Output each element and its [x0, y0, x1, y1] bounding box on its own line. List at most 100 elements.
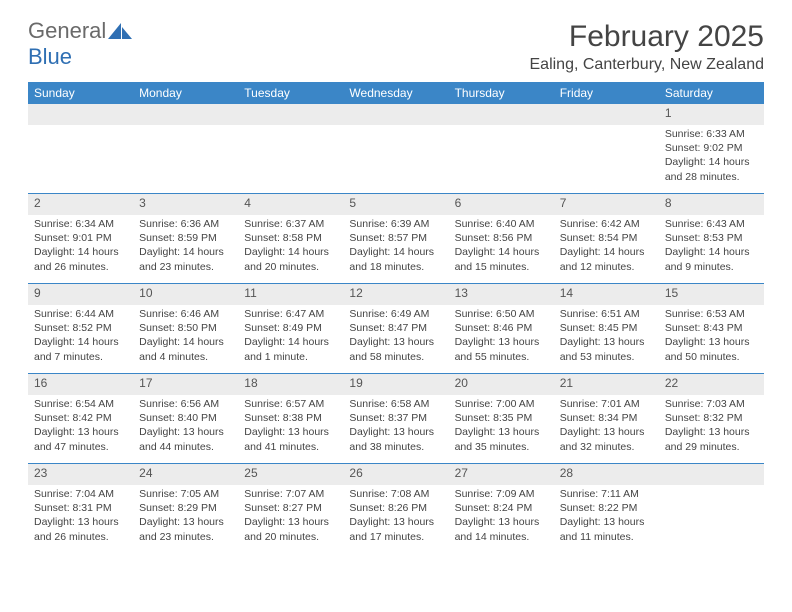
daylight-text: Daylight: 14 hours and 23 minutes.: [139, 245, 232, 273]
daylight-text: Daylight: 13 hours and 29 minutes.: [665, 425, 758, 453]
sunrise-text: Sunrise: 6:49 AM: [349, 307, 442, 321]
daylight-text: Daylight: 13 hours and 50 minutes.: [665, 335, 758, 363]
sunset-text: Sunset: 9:01 PM: [34, 231, 127, 245]
daylight-text: Daylight: 13 hours and 44 minutes.: [139, 425, 232, 453]
weekday-header: Monday: [133, 82, 238, 104]
daylight-text: Daylight: 14 hours and 20 minutes.: [244, 245, 337, 273]
day-details-cell: Sunrise: 6:49 AMSunset: 8:47 PMDaylight:…: [343, 305, 448, 374]
daylight-text: Daylight: 13 hours and 55 minutes.: [455, 335, 548, 363]
sunset-text: Sunset: 8:49 PM: [244, 321, 337, 335]
day-details-cell: Sunrise: 6:36 AMSunset: 8:59 PMDaylight:…: [133, 215, 238, 284]
daylight-text: Daylight: 14 hours and 1 minute.: [244, 335, 337, 363]
day-number-cell: [343, 104, 448, 125]
day-number-cell: 13: [449, 284, 554, 305]
day-details-row: Sunrise: 6:54 AMSunset: 8:42 PMDaylight:…: [28, 395, 764, 464]
weekday-header: Wednesday: [343, 82, 448, 104]
sunset-text: Sunset: 8:56 PM: [455, 231, 548, 245]
day-number-row: 232425262728: [28, 464, 764, 485]
sunrise-text: Sunrise: 6:46 AM: [139, 307, 232, 321]
daylight-text: Daylight: 13 hours and 38 minutes.: [349, 425, 442, 453]
day-details-cell: Sunrise: 6:43 AMSunset: 8:53 PMDaylight:…: [659, 215, 764, 284]
day-details-cell: Sunrise: 7:00 AMSunset: 8:35 PMDaylight:…: [449, 395, 554, 464]
sunset-text: Sunset: 8:54 PM: [560, 231, 653, 245]
sunrise-text: Sunrise: 6:42 AM: [560, 217, 653, 231]
sunset-text: Sunset: 9:02 PM: [665, 141, 758, 155]
sunset-text: Sunset: 8:31 PM: [34, 501, 127, 515]
sunrise-text: Sunrise: 7:09 AM: [455, 487, 548, 501]
weekday-header: Saturday: [659, 82, 764, 104]
day-number-cell: 7: [554, 194, 659, 215]
day-number-cell: 2: [28, 194, 133, 215]
sunset-text: Sunset: 8:45 PM: [560, 321, 653, 335]
location-text: Ealing, Canterbury, New Zealand: [530, 56, 765, 74]
sunset-text: Sunset: 8:34 PM: [560, 411, 653, 425]
day-number-cell: [28, 104, 133, 125]
day-number-cell: 4: [238, 194, 343, 215]
day-details-cell: [659, 485, 764, 553]
sunrise-text: Sunrise: 6:51 AM: [560, 307, 653, 321]
sunset-text: Sunset: 8:26 PM: [349, 501, 442, 515]
calendar-table: Sunday Monday Tuesday Wednesday Thursday…: [28, 82, 764, 553]
day-details-cell: Sunrise: 7:11 AMSunset: 8:22 PMDaylight:…: [554, 485, 659, 553]
sunrise-text: Sunrise: 6:39 AM: [349, 217, 442, 231]
sunset-text: Sunset: 8:22 PM: [560, 501, 653, 515]
sunset-text: Sunset: 8:32 PM: [665, 411, 758, 425]
sunrise-text: Sunrise: 7:11 AM: [560, 487, 653, 501]
sunset-text: Sunset: 8:47 PM: [349, 321, 442, 335]
sunrise-text: Sunrise: 6:47 AM: [244, 307, 337, 321]
sunrise-text: Sunrise: 7:04 AM: [34, 487, 127, 501]
day-details-cell: Sunrise: 6:33 AMSunset: 9:02 PMDaylight:…: [659, 125, 764, 194]
sunset-text: Sunset: 8:42 PM: [34, 411, 127, 425]
day-details-cell: Sunrise: 7:04 AMSunset: 8:31 PMDaylight:…: [28, 485, 133, 553]
day-details-cell: Sunrise: 6:40 AMSunset: 8:56 PMDaylight:…: [449, 215, 554, 284]
month-title: February 2025: [530, 20, 765, 54]
day-details-cell: [28, 125, 133, 194]
day-number-cell: 9: [28, 284, 133, 305]
day-number-cell: [133, 104, 238, 125]
day-number-cell: 3: [133, 194, 238, 215]
day-number-cell: 5: [343, 194, 448, 215]
day-details-cell: Sunrise: 6:53 AMSunset: 8:43 PMDaylight:…: [659, 305, 764, 374]
day-number-cell: 6: [449, 194, 554, 215]
sunset-text: Sunset: 8:46 PM: [455, 321, 548, 335]
weekday-header: Tuesday: [238, 82, 343, 104]
brand-word-2: Blue: [28, 44, 72, 70]
day-details-cell: [133, 125, 238, 194]
daylight-text: Daylight: 13 hours and 53 minutes.: [560, 335, 653, 363]
day-details-row: Sunrise: 6:44 AMSunset: 8:52 PMDaylight:…: [28, 305, 764, 374]
daylight-text: Daylight: 14 hours and 4 minutes.: [139, 335, 232, 363]
day-details-cell: Sunrise: 6:34 AMSunset: 9:01 PMDaylight:…: [28, 215, 133, 284]
day-details-cell: Sunrise: 7:01 AMSunset: 8:34 PMDaylight:…: [554, 395, 659, 464]
day-number-row: 9101112131415: [28, 284, 764, 305]
daylight-text: Daylight: 14 hours and 28 minutes.: [665, 155, 758, 183]
daylight-text: Daylight: 14 hours and 26 minutes.: [34, 245, 127, 273]
brand-sail-icon: [108, 21, 134, 41]
sunset-text: Sunset: 8:29 PM: [139, 501, 232, 515]
day-number-cell: 26: [343, 464, 448, 485]
weekday-header-row: Sunday Monday Tuesday Wednesday Thursday…: [28, 82, 764, 104]
day-details-cell: Sunrise: 6:42 AMSunset: 8:54 PMDaylight:…: [554, 215, 659, 284]
sunrise-text: Sunrise: 7:08 AM: [349, 487, 442, 501]
day-details-row: Sunrise: 6:33 AMSunset: 9:02 PMDaylight:…: [28, 125, 764, 194]
sunrise-text: Sunrise: 6:50 AM: [455, 307, 548, 321]
daylight-text: Daylight: 13 hours and 41 minutes.: [244, 425, 337, 453]
day-details-cell: Sunrise: 6:39 AMSunset: 8:57 PMDaylight:…: [343, 215, 448, 284]
day-details-cell: Sunrise: 6:57 AMSunset: 8:38 PMDaylight:…: [238, 395, 343, 464]
sunrise-text: Sunrise: 6:33 AM: [665, 127, 758, 141]
day-number-cell: [238, 104, 343, 125]
day-number-cell: 15: [659, 284, 764, 305]
sunrise-text: Sunrise: 7:01 AM: [560, 397, 653, 411]
day-details-cell: Sunrise: 7:07 AMSunset: 8:27 PMDaylight:…: [238, 485, 343, 553]
sunset-text: Sunset: 8:52 PM: [34, 321, 127, 335]
sunset-text: Sunset: 8:24 PM: [455, 501, 548, 515]
sunrise-text: Sunrise: 7:03 AM: [665, 397, 758, 411]
sunset-text: Sunset: 8:35 PM: [455, 411, 548, 425]
sunrise-text: Sunrise: 6:40 AM: [455, 217, 548, 231]
title-block: February 2025 Ealing, Canterbury, New Ze…: [530, 20, 765, 74]
brand-logo: General: [28, 20, 134, 42]
day-details-cell: Sunrise: 6:56 AMSunset: 8:40 PMDaylight:…: [133, 395, 238, 464]
daylight-text: Daylight: 13 hours and 47 minutes.: [34, 425, 127, 453]
day-number-cell: 20: [449, 374, 554, 395]
day-details-cell: Sunrise: 7:03 AMSunset: 8:32 PMDaylight:…: [659, 395, 764, 464]
daylight-text: Daylight: 14 hours and 12 minutes.: [560, 245, 653, 273]
